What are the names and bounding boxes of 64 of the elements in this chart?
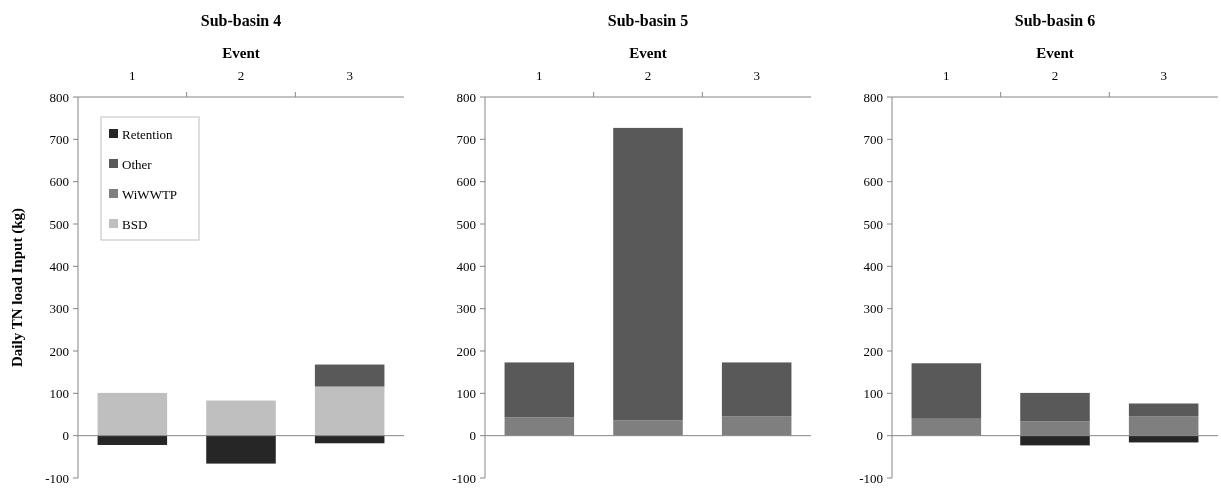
legend-label: WiWWTP — [122, 186, 178, 202]
bar — [613, 127, 683, 421]
y-axis-title: Daily TN load Input (kg) — [9, 208, 26, 367]
x-tick-label: 1 — [943, 68, 950, 83]
bar — [504, 362, 575, 418]
y-tick-label: 400 — [863, 258, 883, 274]
x-tick-label: 3 — [753, 68, 760, 83]
y-tick-label: 200 — [456, 343, 476, 359]
y-tick-label: 700 — [456, 131, 476, 147]
y-tick-label: 800 — [456, 89, 476, 105]
y-tick-label: 800 — [49, 89, 69, 105]
y-tick-label: -100 — [45, 470, 69, 486]
y-tick-label: 0 — [469, 428, 476, 444]
y-tick-label: 0 — [62, 428, 69, 444]
legend-label: BSD — [122, 216, 148, 232]
chart-title: Sub-basin 6 — [1014, 12, 1096, 29]
y-tick-label: 200 — [49, 343, 69, 359]
bar — [1020, 435, 1090, 446]
chart-title: Sub-basin 4 — [200, 12, 282, 29]
y-tick-label: 400 — [456, 258, 476, 274]
bar — [314, 364, 385, 387]
x-tick-label: 2 — [1051, 68, 1059, 83]
y-tick-label: 500 — [863, 216, 883, 232]
bar — [1020, 392, 1090, 422]
x-tick-label: 2 — [237, 68, 245, 83]
bar — [314, 386, 385, 436]
legend-label: Other — [122, 156, 153, 172]
x-axis-title: Event — [222, 45, 260, 61]
x-axis-title: Event — [629, 45, 667, 61]
y-tick-label: 300 — [456, 301, 476, 317]
y-tick-label: 700 — [49, 131, 69, 147]
x-tick-label: 3 — [1160, 68, 1167, 83]
y-tick-label: 100 — [863, 385, 883, 401]
y-tick-label: 600 — [456, 174, 476, 190]
y-tick-label: 0 — [876, 428, 883, 444]
y-tick-label: 100 — [49, 385, 69, 401]
y-tick-label: 100 — [456, 385, 476, 401]
y-tick-label: 500 — [49, 216, 69, 232]
y-tick-label: 600 — [49, 174, 69, 190]
x-tick-label: 1 — [536, 68, 543, 83]
x-tick-label: 1 — [129, 68, 136, 83]
x-tick-label: 2 — [644, 68, 652, 83]
y-tick-label: 700 — [863, 131, 883, 147]
bar — [911, 363, 982, 419]
x-axis-title: Event — [1036, 45, 1074, 61]
bar — [1128, 403, 1199, 417]
y-tick-label: 400 — [49, 258, 69, 274]
y-tick-label: 600 — [863, 174, 883, 190]
y-tick-label: 200 — [863, 343, 883, 359]
bar — [314, 435, 385, 444]
bar — [721, 362, 792, 417]
y-tick-label: -100 — [859, 470, 883, 486]
y-tick-label: 800 — [863, 89, 883, 105]
bar — [97, 435, 168, 445]
x-tick-label: 3 — [346, 68, 353, 83]
y-tick-label: 500 — [456, 216, 476, 232]
y-tick-label: 300 — [49, 301, 69, 317]
bar — [97, 392, 168, 436]
legend-label: Retention — [122, 126, 174, 142]
y-tick-label: 300 — [863, 301, 883, 317]
bar — [206, 435, 276, 464]
bar — [206, 400, 276, 436]
y-tick-label: -100 — [452, 470, 476, 486]
chart-title: Sub-basin 5 — [607, 12, 689, 29]
